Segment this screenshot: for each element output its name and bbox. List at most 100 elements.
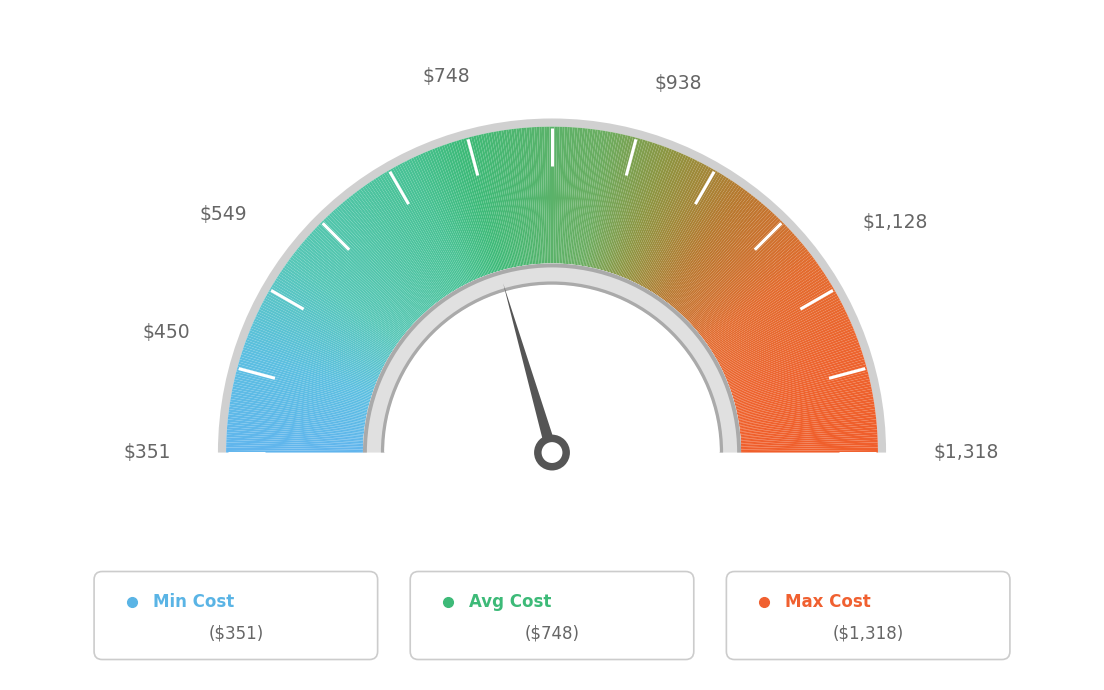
- Wedge shape: [386, 170, 457, 290]
- Wedge shape: [233, 384, 368, 414]
- Wedge shape: [652, 176, 726, 293]
- Wedge shape: [708, 267, 821, 346]
- Wedge shape: [501, 130, 524, 266]
- Wedge shape: [605, 139, 646, 271]
- Wedge shape: [389, 170, 458, 289]
- Wedge shape: [250, 328, 378, 382]
- Wedge shape: [454, 141, 497, 273]
- Wedge shape: [382, 173, 455, 291]
- Wedge shape: [566, 128, 580, 264]
- Wedge shape: [226, 432, 363, 442]
- Wedge shape: [741, 427, 877, 440]
- Wedge shape: [481, 134, 512, 268]
- Wedge shape: [596, 136, 630, 269]
- Wedge shape: [736, 382, 871, 413]
- Wedge shape: [362, 186, 444, 299]
- Wedge shape: [461, 139, 501, 271]
- Wedge shape: [237, 364, 370, 403]
- Wedge shape: [427, 150, 481, 278]
- Wedge shape: [722, 309, 846, 371]
- Wedge shape: [710, 274, 826, 350]
- Wedge shape: [312, 230, 414, 324]
- Wedge shape: [233, 382, 368, 413]
- Wedge shape: [693, 235, 796, 328]
- Wedge shape: [560, 127, 567, 264]
- Wedge shape: [277, 276, 393, 351]
- Wedge shape: [709, 269, 822, 348]
- Wedge shape: [344, 200, 433, 307]
- Wedge shape: [542, 127, 548, 264]
- Wedge shape: [411, 157, 471, 282]
- Wedge shape: [677, 208, 769, 312]
- Wedge shape: [227, 424, 363, 437]
- Wedge shape: [659, 184, 740, 298]
- Wedge shape: [690, 230, 792, 324]
- Wedge shape: [323, 219, 421, 318]
- Wedge shape: [458, 139, 499, 271]
- Wedge shape: [306, 237, 411, 328]
- Wedge shape: [244, 344, 373, 391]
- Wedge shape: [709, 271, 825, 348]
- Wedge shape: [316, 226, 416, 322]
- Wedge shape: [555, 127, 560, 264]
- Wedge shape: [499, 130, 522, 266]
- Wedge shape: [503, 130, 526, 266]
- Wedge shape: [415, 155, 475, 281]
- Wedge shape: [740, 406, 875, 427]
- Wedge shape: [640, 164, 707, 286]
- Wedge shape: [617, 147, 667, 276]
- Wedge shape: [731, 344, 860, 391]
- Wedge shape: [599, 137, 636, 270]
- Wedge shape: [232, 386, 367, 415]
- Wedge shape: [725, 321, 851, 377]
- Wedge shape: [229, 414, 364, 432]
- Wedge shape: [452, 142, 495, 273]
- Wedge shape: [229, 409, 364, 429]
- Wedge shape: [593, 135, 626, 268]
- Wedge shape: [607, 141, 650, 273]
- Wedge shape: [582, 130, 605, 266]
- Wedge shape: [235, 371, 369, 407]
- Wedge shape: [321, 220, 420, 319]
- Wedge shape: [679, 212, 773, 314]
- Wedge shape: [232, 389, 367, 417]
- Wedge shape: [244, 342, 374, 390]
- Wedge shape: [622, 150, 675, 277]
- Wedge shape: [227, 427, 363, 440]
- Wedge shape: [650, 175, 724, 292]
- Wedge shape: [626, 152, 681, 279]
- Wedge shape: [227, 417, 364, 433]
- Wedge shape: [534, 127, 543, 264]
- Wedge shape: [732, 354, 863, 397]
- Wedge shape: [691, 231, 793, 325]
- Wedge shape: [429, 150, 482, 277]
- Wedge shape: [437, 147, 487, 276]
- Wedge shape: [395, 166, 463, 287]
- Wedge shape: [539, 127, 546, 264]
- Wedge shape: [279, 271, 395, 348]
- Wedge shape: [591, 133, 620, 268]
- Wedge shape: [442, 145, 489, 275]
- Wedge shape: [741, 445, 878, 450]
- Wedge shape: [265, 295, 386, 363]
- Wedge shape: [673, 203, 764, 309]
- Wedge shape: [384, 285, 720, 453]
- Wedge shape: [250, 331, 376, 383]
- Text: $450: $450: [142, 322, 190, 342]
- Wedge shape: [544, 127, 549, 264]
- Wedge shape: [606, 140, 648, 272]
- Wedge shape: [513, 128, 531, 265]
- Wedge shape: [619, 148, 670, 276]
- Wedge shape: [602, 138, 640, 270]
- Wedge shape: [666, 192, 750, 302]
- Wedge shape: [726, 326, 853, 380]
- Wedge shape: [731, 347, 861, 393]
- Wedge shape: [703, 257, 814, 340]
- Wedge shape: [584, 132, 611, 266]
- Wedge shape: [425, 151, 479, 279]
- Wedge shape: [298, 247, 405, 335]
- Wedge shape: [404, 161, 467, 284]
- Wedge shape: [529, 127, 540, 264]
- Wedge shape: [725, 323, 852, 379]
- Wedge shape: [359, 189, 440, 301]
